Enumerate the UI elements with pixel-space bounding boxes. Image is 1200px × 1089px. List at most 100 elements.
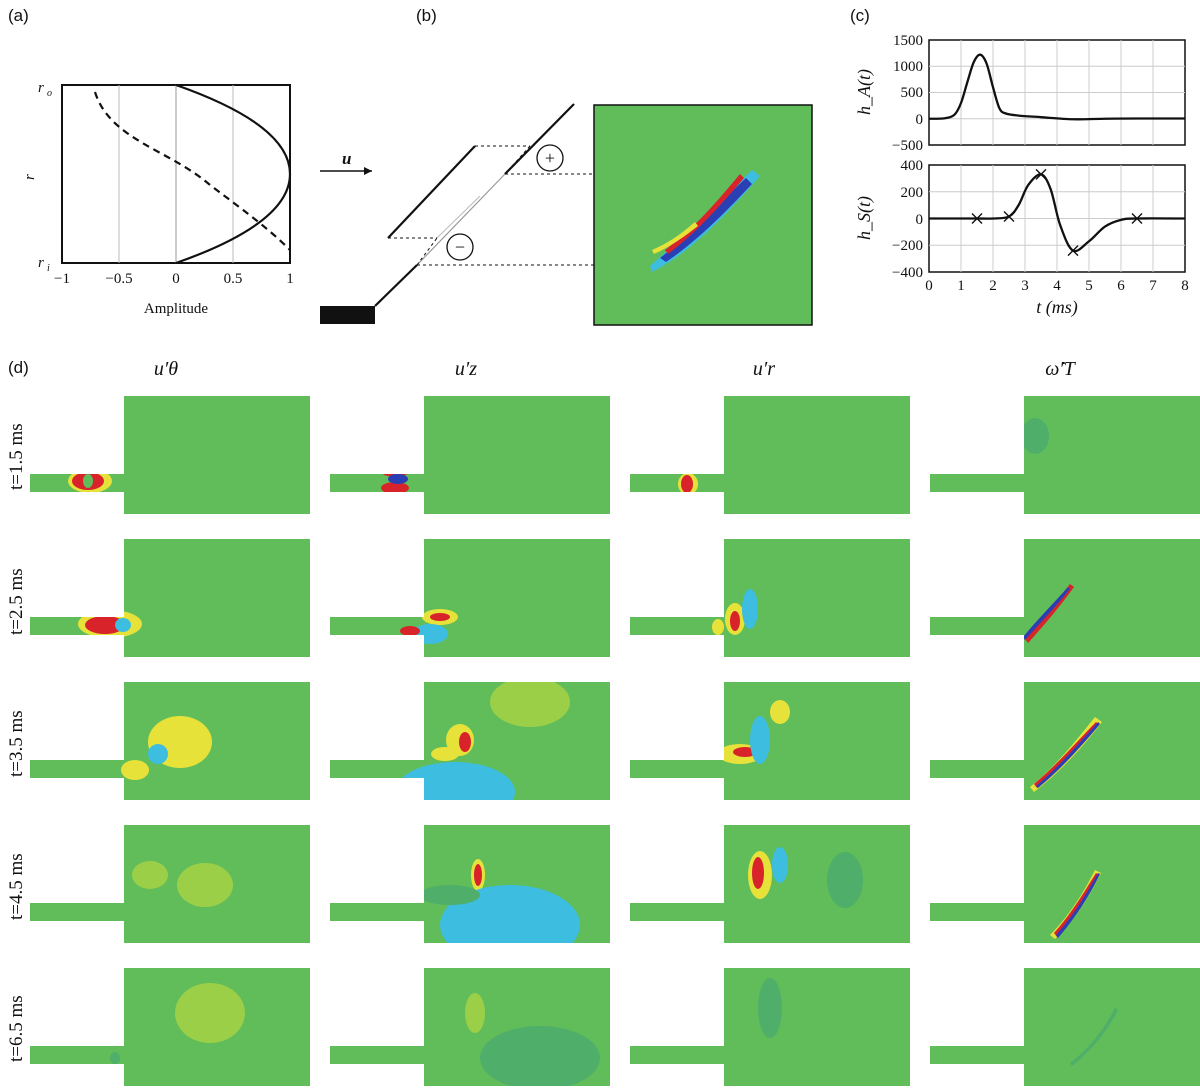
field-snapshot xyxy=(330,396,610,514)
field-contour xyxy=(177,863,233,907)
field-contour xyxy=(381,482,409,494)
c-xtick: 8 xyxy=(1181,278,1189,294)
a-ylabel: r xyxy=(22,174,38,180)
r-inner-sub: i xyxy=(47,263,50,274)
field-contour xyxy=(121,760,149,780)
a-xtick: −0.5 xyxy=(105,271,132,287)
h-a-line xyxy=(928,53,1186,121)
field-snapshot xyxy=(30,539,310,657)
field-snapshot xyxy=(930,825,1200,943)
panel-b-label: (b) xyxy=(416,6,437,25)
a-xlabel: Amplitude xyxy=(144,301,209,317)
field-contour xyxy=(1056,873,1100,938)
domain-background xyxy=(30,539,310,657)
a-xtick: 1 xyxy=(286,271,294,287)
a-xtick: −1 xyxy=(54,271,70,287)
field-contour xyxy=(827,852,863,908)
field-contour xyxy=(110,1052,120,1064)
row-header-t3: t=3.5 ms xyxy=(6,710,27,777)
field-contour xyxy=(1034,722,1099,788)
c-xtick: 3 xyxy=(1021,278,1029,294)
field-contour xyxy=(1023,587,1070,640)
field-contour xyxy=(730,611,740,631)
domain-background xyxy=(630,396,910,514)
field-contour xyxy=(1021,418,1049,454)
c-bot-ytick: −200 xyxy=(892,238,923,254)
domain-background xyxy=(930,825,1200,943)
field-snapshot xyxy=(930,539,1200,657)
heat-release-field xyxy=(593,104,813,326)
field-snapshot xyxy=(930,396,1200,514)
r-outer-label: r xyxy=(38,80,44,96)
field-snapshot xyxy=(30,968,310,1086)
c-bot-ytick: 0 xyxy=(916,212,924,228)
panel-a-label: (a) xyxy=(8,6,29,25)
c-xtick: 2 xyxy=(989,278,997,294)
h-s-subplot xyxy=(928,164,1186,273)
domain-background xyxy=(930,682,1200,800)
field-snapshot xyxy=(330,968,610,1086)
c-top-ylabel: h_A(t) xyxy=(854,69,875,115)
field-contour xyxy=(480,1026,600,1086)
domain-background xyxy=(330,396,610,514)
panel-d-label: (d) xyxy=(8,358,29,377)
field-snapshot xyxy=(630,539,910,657)
field-snapshot xyxy=(330,539,610,657)
field-contour xyxy=(1054,873,1099,937)
time-marker xyxy=(1131,213,1143,224)
field-snapshot xyxy=(930,968,1200,1086)
field-contour xyxy=(175,983,245,1043)
panel-a-profile-plot: r o r i r −1 −0.5 0 0.5 1 Amplitude xyxy=(22,80,294,317)
c-xtick: 6 xyxy=(1117,278,1125,294)
a-xtick: 0.5 xyxy=(224,271,243,287)
field-contour xyxy=(440,885,580,943)
time-marker xyxy=(1003,210,1015,222)
field-snapshot xyxy=(30,682,310,800)
time-marker xyxy=(1067,245,1079,257)
c-bot-ytick: 400 xyxy=(901,158,924,174)
domain-background xyxy=(930,968,1200,1086)
velocity-label: u xyxy=(342,149,351,168)
field-contour xyxy=(742,589,758,629)
field-contour xyxy=(1070,1008,1118,1066)
field-contour xyxy=(712,619,724,635)
c-top-ytick: 500 xyxy=(901,85,924,101)
domain-background xyxy=(930,396,1200,514)
time-marker xyxy=(1035,168,1047,180)
row-header-t2: t=2.5 ms xyxy=(6,568,27,635)
domain-background xyxy=(330,539,610,657)
field-snapshot xyxy=(30,825,310,943)
field-contour xyxy=(770,700,790,724)
a-xtick: 0 xyxy=(172,271,180,287)
field-snapshot xyxy=(630,968,910,1086)
field-contour xyxy=(431,747,459,761)
field-snapshot xyxy=(330,825,610,943)
field-contour xyxy=(490,682,570,727)
field-contour xyxy=(420,885,480,905)
field-contour xyxy=(474,864,482,886)
field-contour xyxy=(85,616,125,634)
field-contour xyxy=(83,474,93,488)
c-xtick: 7 xyxy=(1149,278,1157,294)
field-contour xyxy=(465,993,485,1033)
field-contour xyxy=(388,474,408,484)
domain-background xyxy=(30,968,310,1086)
field-snapshot xyxy=(930,682,1200,800)
field-contour xyxy=(430,613,450,621)
field-snapshot xyxy=(630,396,910,514)
domain-background xyxy=(30,825,310,943)
column-header-u-r: u′r xyxy=(752,358,776,380)
field-contour xyxy=(148,744,168,764)
row-header-t5: t=6.5 ms xyxy=(6,995,27,1062)
r-inner-label: r xyxy=(38,255,44,271)
field-snapshot xyxy=(630,825,910,943)
field-contour xyxy=(750,716,770,764)
panel-b-flame-sketch: u + − xyxy=(320,103,813,326)
c-xtick: 5 xyxy=(1085,278,1093,294)
c-bot-ylabel: h_S(t) xyxy=(854,196,875,240)
domain-background xyxy=(630,539,910,657)
row-header-t4: t=4.5 ms xyxy=(6,853,27,920)
c-bot-ytick: 200 xyxy=(901,185,924,201)
field-contour xyxy=(758,978,782,1038)
field-contour xyxy=(1036,722,1100,788)
